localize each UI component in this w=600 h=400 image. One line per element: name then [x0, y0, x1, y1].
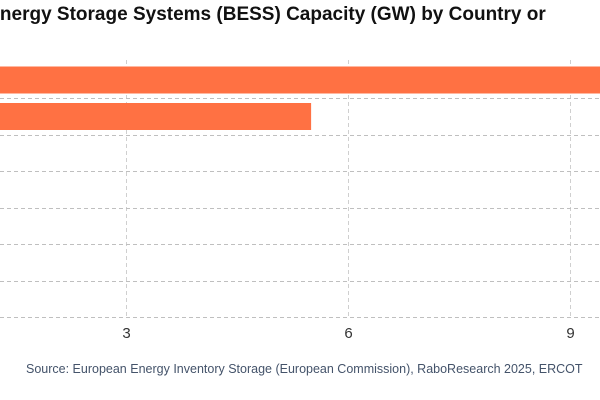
source-note: Source: European Energy Inventory Storag…: [26, 362, 583, 376]
x-tick-label-9: 9: [566, 325, 574, 342]
x-tick-label-6: 6: [344, 325, 352, 342]
bar-1: [0, 66, 600, 94]
bar-2: [0, 103, 312, 130]
x-tick-label-3: 3: [122, 325, 130, 342]
chart-title: ry Energy Storage Systems (BESS) Capacit…: [0, 2, 600, 30]
bar-chart: 3 6 9: [0, 60, 600, 342]
chart-title-text: ry Energy Storage Systems (BESS) Capacit…: [0, 4, 546, 25]
